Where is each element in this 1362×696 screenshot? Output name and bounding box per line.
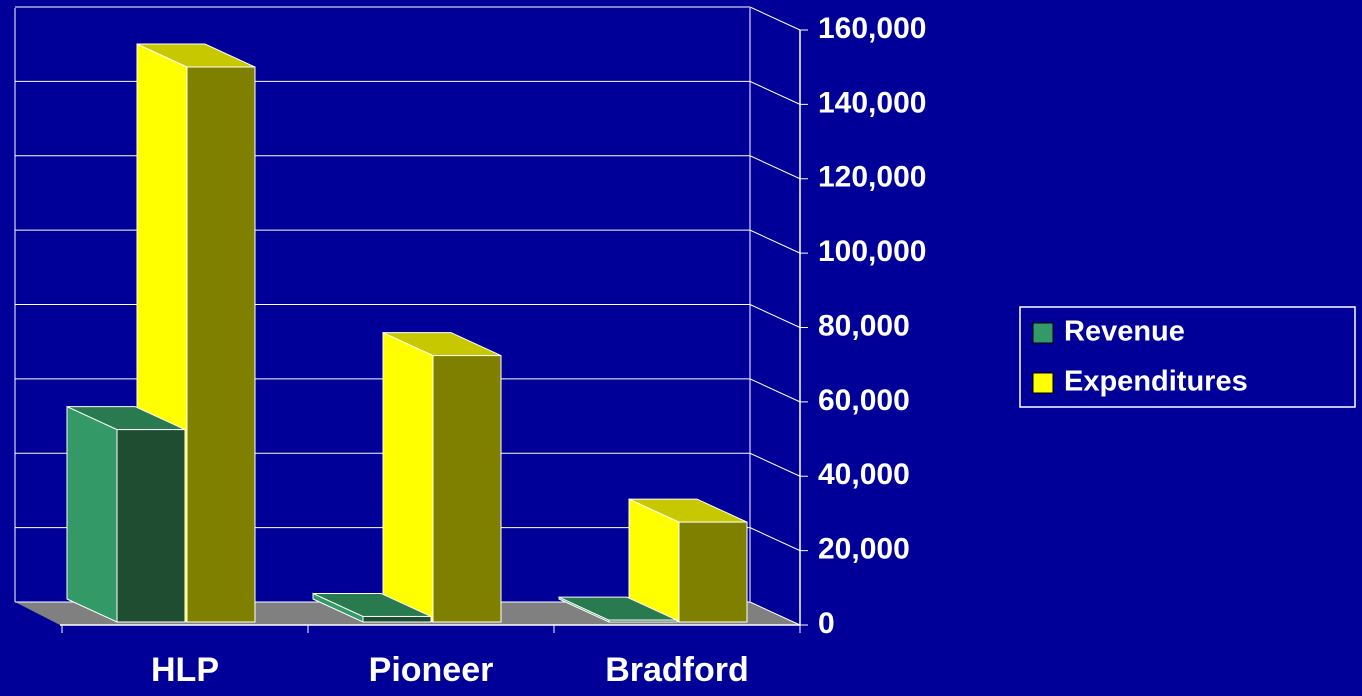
- bar: [116, 429, 186, 623]
- legend-label: Revenue: [1064, 316, 1185, 348]
- grid-line: [749, 155, 801, 180]
- y-tick-label: 20,000: [818, 533, 910, 566]
- bar: [186, 66, 256, 623]
- bar: [432, 355, 502, 623]
- legend-box: [1019, 306, 1356, 408]
- bar: [362, 615, 432, 623]
- grid-line: [749, 601, 801, 626]
- grid-line: [749, 80, 801, 105]
- y-tick-label: 40,000: [818, 458, 910, 491]
- legend-swatch: [1032, 322, 1054, 344]
- grid-line: [749, 229, 801, 254]
- y-tick-label: 140,000: [818, 86, 926, 119]
- grid-line: [749, 378, 801, 403]
- y-tick-label: 120,000: [818, 161, 926, 194]
- y-tick-label: 160,000: [818, 12, 926, 45]
- y-tick-label: 80,000: [818, 309, 910, 342]
- x-tick-label: Pioneer: [369, 651, 494, 689]
- grid-line: [749, 304, 801, 328]
- y-tick-label: 100,000: [818, 235, 926, 268]
- y-tick-label: 60,000: [818, 384, 910, 417]
- bar: [678, 521, 748, 623]
- legend-swatch: [1032, 372, 1054, 394]
- y-tick-label: 0: [818, 607, 835, 640]
- bar-side: [66, 405, 118, 623]
- x-tick-label: Bradford: [605, 651, 749, 689]
- grid-line: [749, 527, 801, 552]
- legend-label: Expenditures: [1064, 366, 1248, 398]
- grid-line: [749, 6, 801, 31]
- bar-side: [382, 331, 434, 623]
- bar: [608, 619, 678, 623]
- grid-line: [749, 452, 801, 477]
- x-tick-label: HLP: [151, 651, 219, 689]
